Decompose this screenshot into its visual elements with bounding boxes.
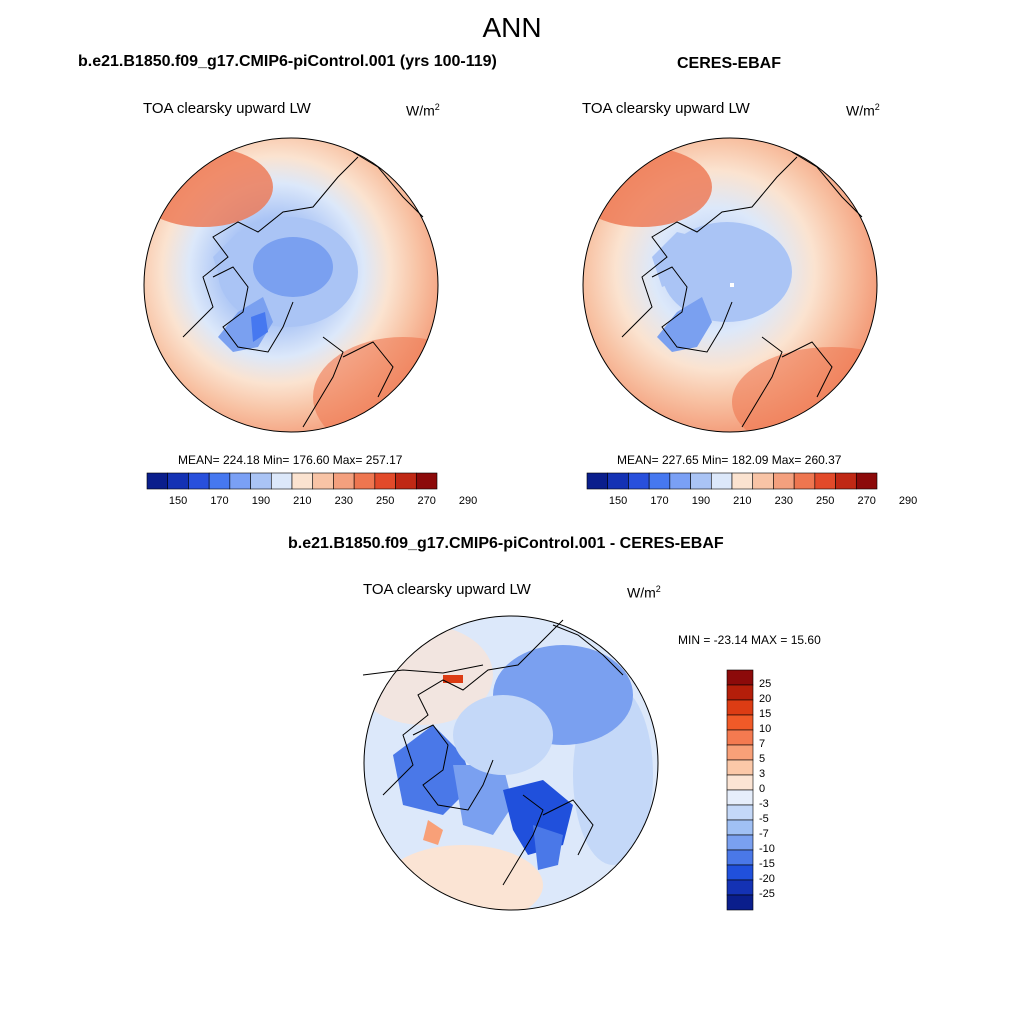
panel1-variable: TOA clearsky upward LW [143, 100, 311, 117]
colorbar-swatch [731, 472, 754, 490]
colorbar-swatch [855, 472, 878, 490]
colorbar-label: 290 [898, 495, 918, 507]
colorbar-label: 290 [458, 495, 478, 507]
colorbar-label: 5 [759, 753, 766, 765]
colorbar-swatch [208, 472, 231, 490]
panel1-title: b.e21.B1850.f09_g17.CMIP6-piControl.001 … [78, 53, 497, 70]
colorbar-label: -5 [759, 813, 769, 825]
main-title: ANN [482, 12, 542, 43]
colorbar-swatch [726, 669, 754, 686]
panel1-colorbar [146, 472, 438, 490]
colorbar-swatch [291, 472, 314, 490]
colorbar-label: 230 [334, 495, 353, 507]
panel1-map [143, 137, 439, 433]
colorbar-swatch [726, 714, 754, 731]
colorbar-label: -10 [759, 843, 775, 855]
colorbar-swatch [415, 472, 438, 490]
colorbar-swatch [726, 744, 754, 761]
colorbar-swatch [395, 472, 417, 490]
colorbar-label: 170 [210, 495, 229, 507]
colorbar-swatch [353, 472, 376, 490]
colorbar-label: 230 [774, 495, 793, 507]
colorbar-swatch [146, 472, 169, 490]
colorbar-swatch [726, 729, 754, 746]
panel3-colorbar-labels: 25 20 15 10 7 5 3 0 -3 -5 -7 -10 -15 -20 -25 [759, 670, 799, 910]
colorbar-swatch [726, 819, 754, 836]
colorbar-label: 210 [733, 495, 752, 507]
colorbar-swatch [773, 472, 795, 490]
colorbar-label: 270 [417, 495, 436, 507]
panel2-variable: TOA clearsky upward LW [582, 100, 750, 117]
colorbar-swatch [726, 774, 754, 791]
colorbar-swatch [250, 472, 272, 490]
colorbar-label: 10 [759, 723, 772, 735]
colorbar-swatch [333, 472, 355, 490]
colorbar-label: 7 [759, 738, 766, 750]
panel2-stats: MEAN= 227.65 Min= 182.09 Max= 260.37 [617, 453, 842, 467]
colorbar-swatch [835, 472, 857, 490]
colorbar-swatch [814, 472, 836, 490]
colorbar-swatch [726, 834, 754, 851]
colorbar-swatch [726, 849, 754, 866]
colorbar-label: 190 [251, 495, 271, 507]
colorbar-swatch [726, 879, 754, 896]
panel3-colorbar [726, 669, 754, 911]
colorbar-swatch [648, 472, 671, 490]
colorbar-label: 150 [168, 495, 188, 507]
panel1-colorbar-labels: 150 170 190 210 230 250 270 290 [147, 495, 477, 509]
panel1-units: W/m2 [406, 102, 440, 119]
colorbar-label: -7 [759, 828, 769, 840]
colorbar-label: -3 [759, 798, 769, 810]
colorbar-swatch [229, 472, 251, 490]
colorbar-swatch [726, 759, 754, 776]
colorbar-label: -15 [759, 858, 775, 870]
panel3-units: W/m2 [627, 584, 661, 601]
colorbar-label: 20 [759, 693, 772, 705]
panel2-title: CERES-EBAF [677, 55, 782, 72]
colorbar-label: 25 [759, 678, 772, 690]
panel2-colorbar [586, 472, 878, 490]
colorbar-swatch [312, 472, 334, 490]
colorbar-swatch [726, 699, 754, 716]
colorbar-swatch [586, 472, 609, 490]
colorbar-label: 150 [608, 495, 628, 507]
colorbar-label: 170 [650, 495, 669, 507]
colorbar-label: 250 [376, 495, 395, 507]
colorbar-swatch [726, 684, 754, 701]
colorbar-label: 3 [759, 768, 766, 780]
panel3-stats: MIN = -23.14 MAX = 15.60 [678, 633, 821, 647]
colorbar-swatch [710, 472, 733, 490]
colorbar-label: 15 [759, 708, 772, 720]
colorbar-swatch [270, 472, 293, 490]
panel2-map [582, 137, 878, 433]
colorbar-swatch [752, 472, 774, 490]
colorbar-label: 0 [759, 783, 766, 795]
colorbar-swatch [374, 472, 396, 490]
colorbar-swatch [607, 472, 629, 490]
panel2-colorbar-labels: 150 170 190 210 230 250 270 290 [587, 495, 917, 509]
panel1-stats: MEAN= 224.18 Min= 176.60 Max= 257.17 [178, 453, 403, 467]
colorbar-label: -20 [759, 873, 775, 885]
colorbar-swatch [690, 472, 712, 490]
colorbar-swatch [726, 804, 754, 821]
colorbar-label: 270 [857, 495, 876, 507]
colorbar-swatch [726, 864, 754, 881]
colorbar-label: 250 [816, 495, 835, 507]
colorbar-swatch [628, 472, 650, 490]
colorbar-swatch [726, 894, 754, 911]
colorbar-swatch [167, 472, 189, 490]
panel2-units: W/m2 [846, 102, 880, 119]
panel3-map [362, 615, 659, 911]
colorbar-label: -25 [759, 888, 775, 900]
colorbar-swatch [726, 789, 754, 806]
panel3-title: b.e21.B1850.f09_g17.CMIP6-piControl.001 … [288, 535, 724, 552]
colorbar-label: 190 [691, 495, 711, 507]
colorbar-swatch [793, 472, 816, 490]
colorbar-label: 210 [293, 495, 312, 507]
colorbar-swatch [188, 472, 210, 490]
panel3-variable: TOA clearsky upward LW [363, 581, 531, 598]
colorbar-swatch [669, 472, 691, 490]
